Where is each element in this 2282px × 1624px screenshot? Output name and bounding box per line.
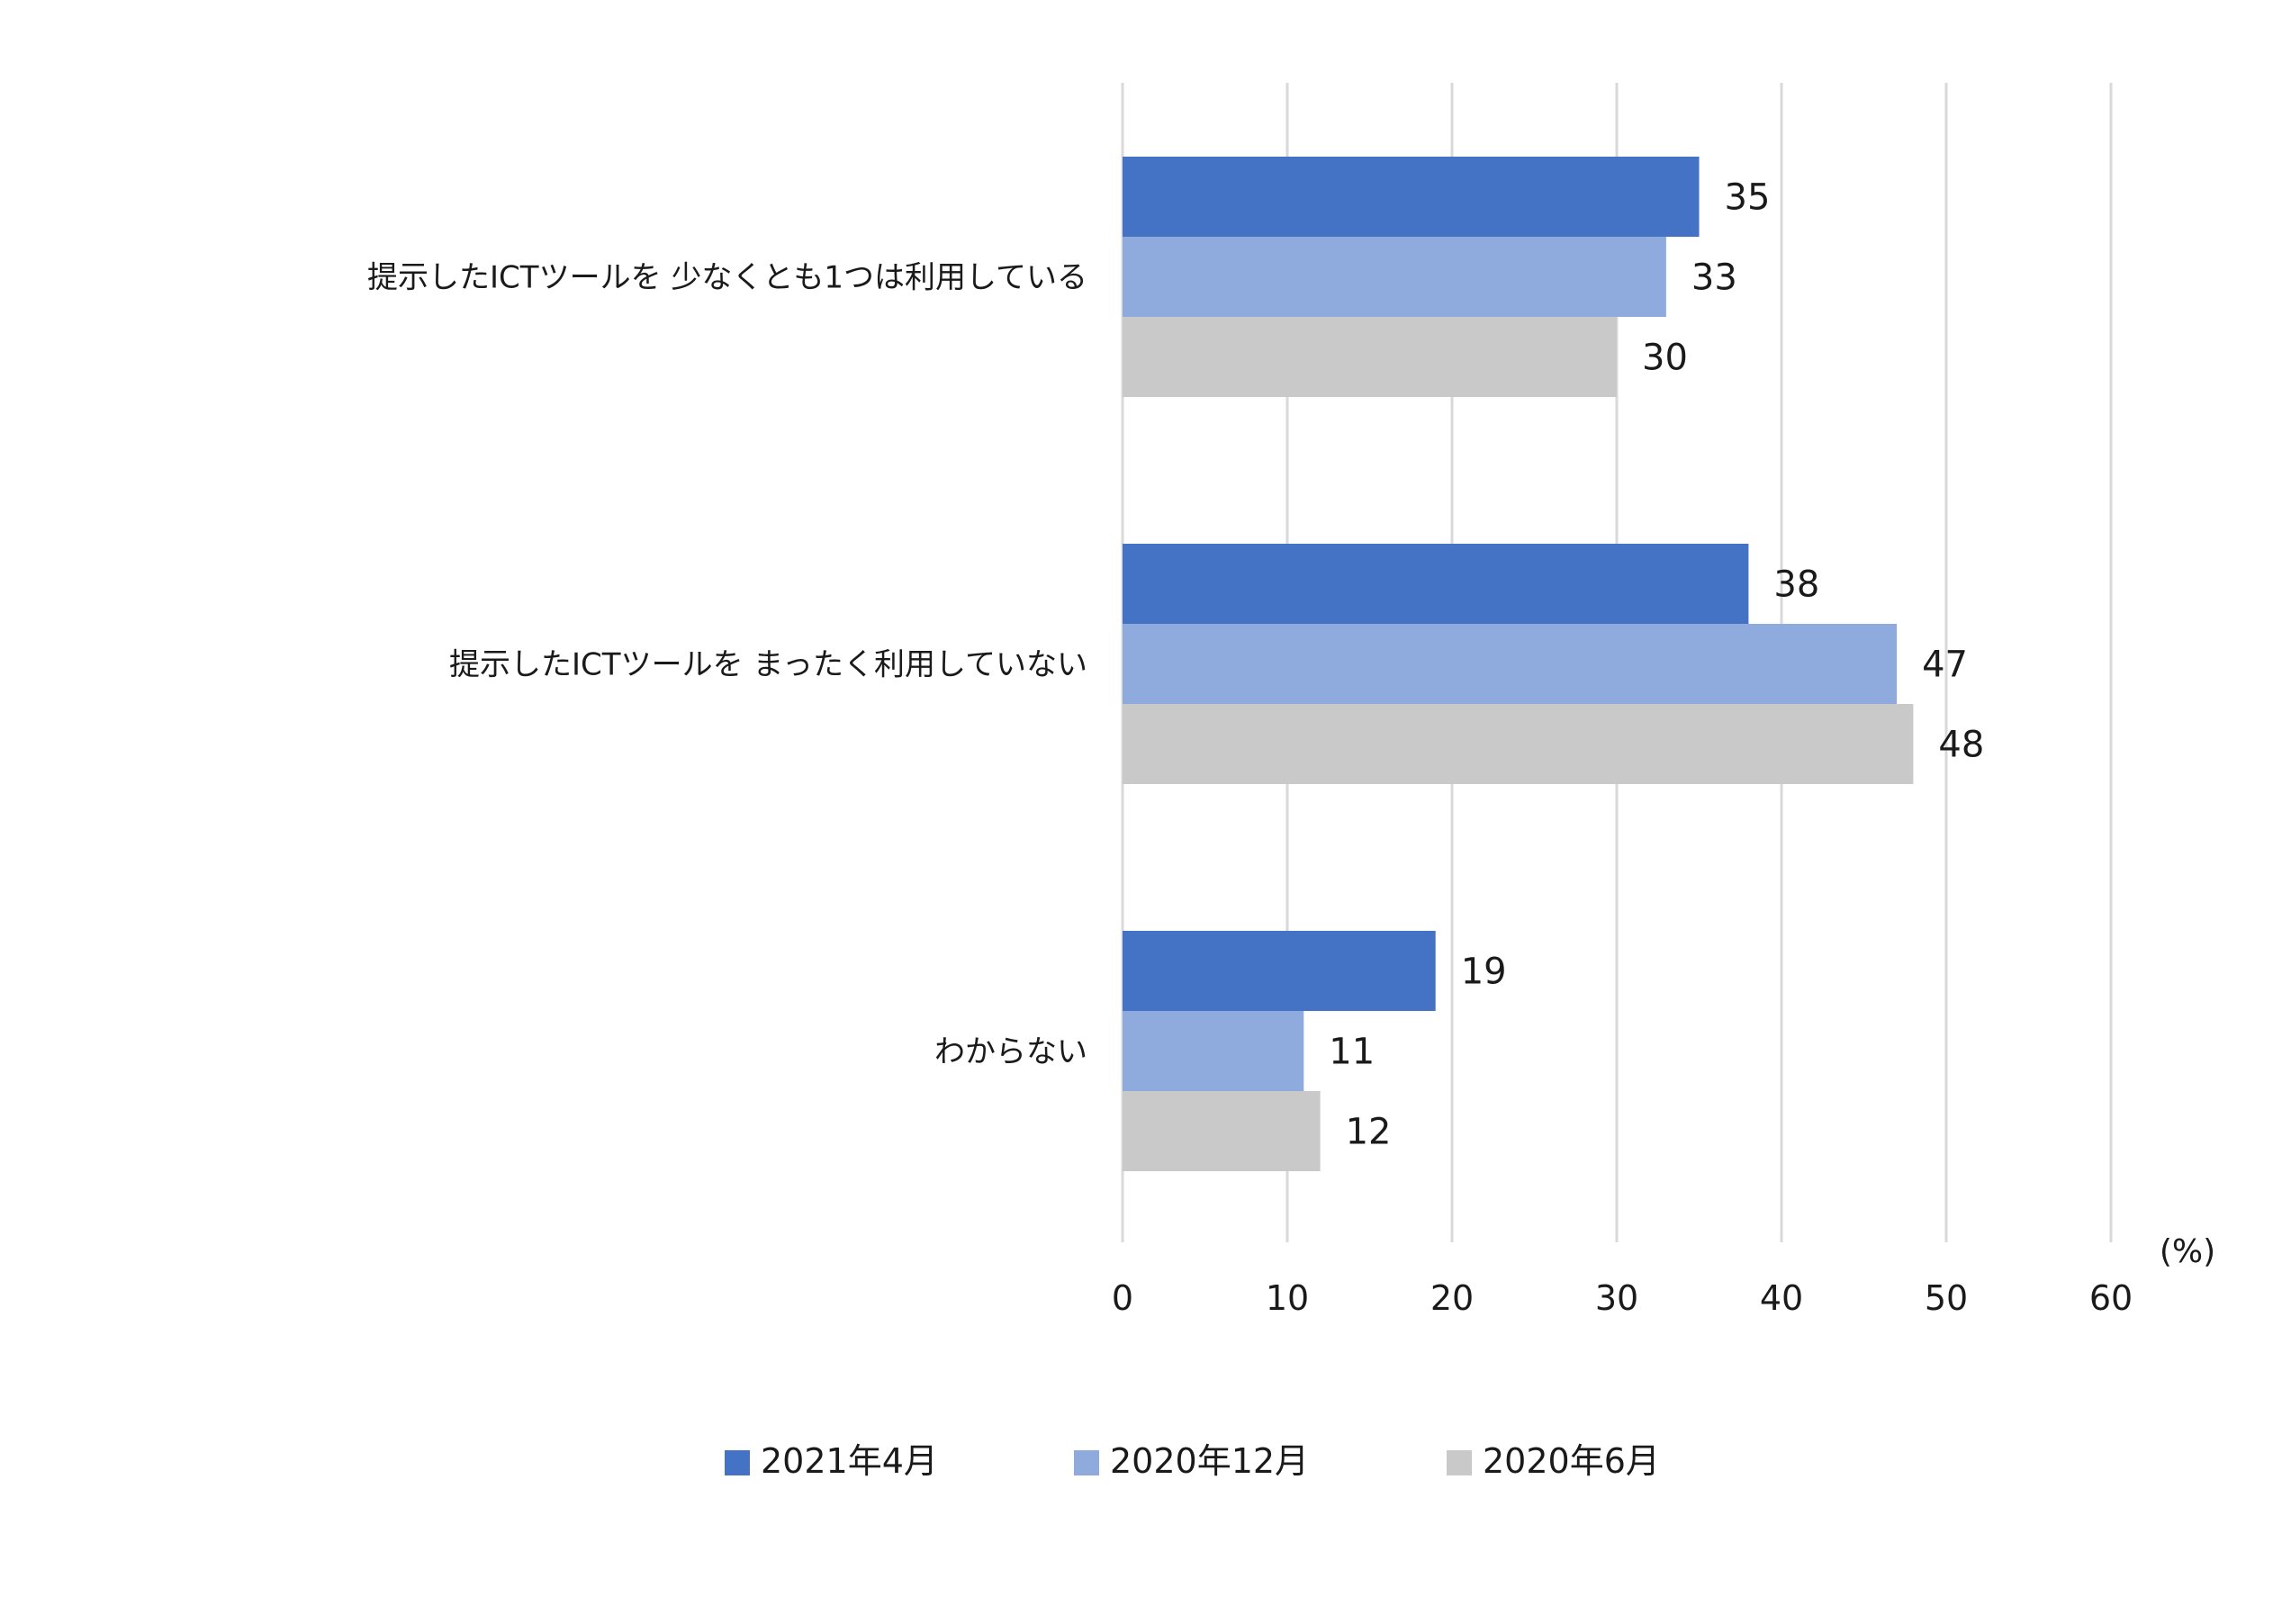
bar-series3-category1 <box>1123 317 1617 397</box>
bar-series1-category3 <box>1123 931 1436 1011</box>
x-tick-label-40: 40 <box>1760 1278 1803 1318</box>
bar-series2-category1 <box>1123 237 1666 317</box>
legend-swatch-3 <box>1447 1450 1472 1475</box>
bar-series3-category3 <box>1123 1091 1321 1171</box>
data-label-series1-category3: 19 <box>1461 952 1507 993</box>
x-axis-unit-label: (%) <box>2160 1233 2215 1270</box>
bar-series3-category2 <box>1123 704 1914 784</box>
bar-series2-category2 <box>1123 624 1898 704</box>
data-label-series1-category1: 35 <box>1725 177 1771 219</box>
x-tick-label-10: 10 <box>1266 1278 1309 1318</box>
bar-series1-category2 <box>1123 544 1749 624</box>
x-tick-label-20: 20 <box>1430 1278 1474 1318</box>
legend-label-1: 2021年4月 <box>761 1441 938 1481</box>
data-label-series2-category2: 47 <box>1922 645 1968 686</box>
legend: 2021年4月 2020年12月 2020年6月 <box>725 1441 1660 1481</box>
category-label-2: 提示したICTツールを まったく利用していない <box>449 647 1087 683</box>
legend-label-3: 2020年6月 <box>1483 1441 1660 1481</box>
x-tick-label-50: 50 <box>1925 1278 1968 1318</box>
category-label-3: わからない <box>934 1034 1087 1070</box>
data-label-series2-category1: 33 <box>1691 257 1737 299</box>
data-label-series3-category1: 30 <box>1642 338 1688 379</box>
legend-label-2: 2020年12月 <box>1110 1441 1309 1481</box>
legend-swatch-1 <box>725 1450 750 1475</box>
data-label-series3-category3: 12 <box>1346 1112 1392 1153</box>
x-axis-tick-labels: 0 10 20 30 40 50 60 <box>1112 1278 2133 1318</box>
x-tick-label-60: 60 <box>2089 1278 2133 1318</box>
bars <box>1123 157 1914 1171</box>
data-labels: 35 38 19 33 47 11 30 48 12 <box>1329 177 1984 1153</box>
data-label-series3-category2: 48 <box>1938 725 1984 766</box>
bar-series2-category3 <box>1123 1011 1304 1091</box>
category-label-1: 提示したICTツールを 少なくとも1つは利用している <box>367 260 1087 296</box>
data-label-series1-category2: 38 <box>1773 564 1819 606</box>
legend-swatch-2 <box>1074 1450 1099 1475</box>
x-tick-label-0: 0 <box>1112 1278 1133 1318</box>
data-label-series2-category3: 11 <box>1329 1032 1375 1073</box>
x-tick-label-30: 30 <box>1595 1278 1638 1318</box>
bar-series1-category1 <box>1123 157 1700 237</box>
